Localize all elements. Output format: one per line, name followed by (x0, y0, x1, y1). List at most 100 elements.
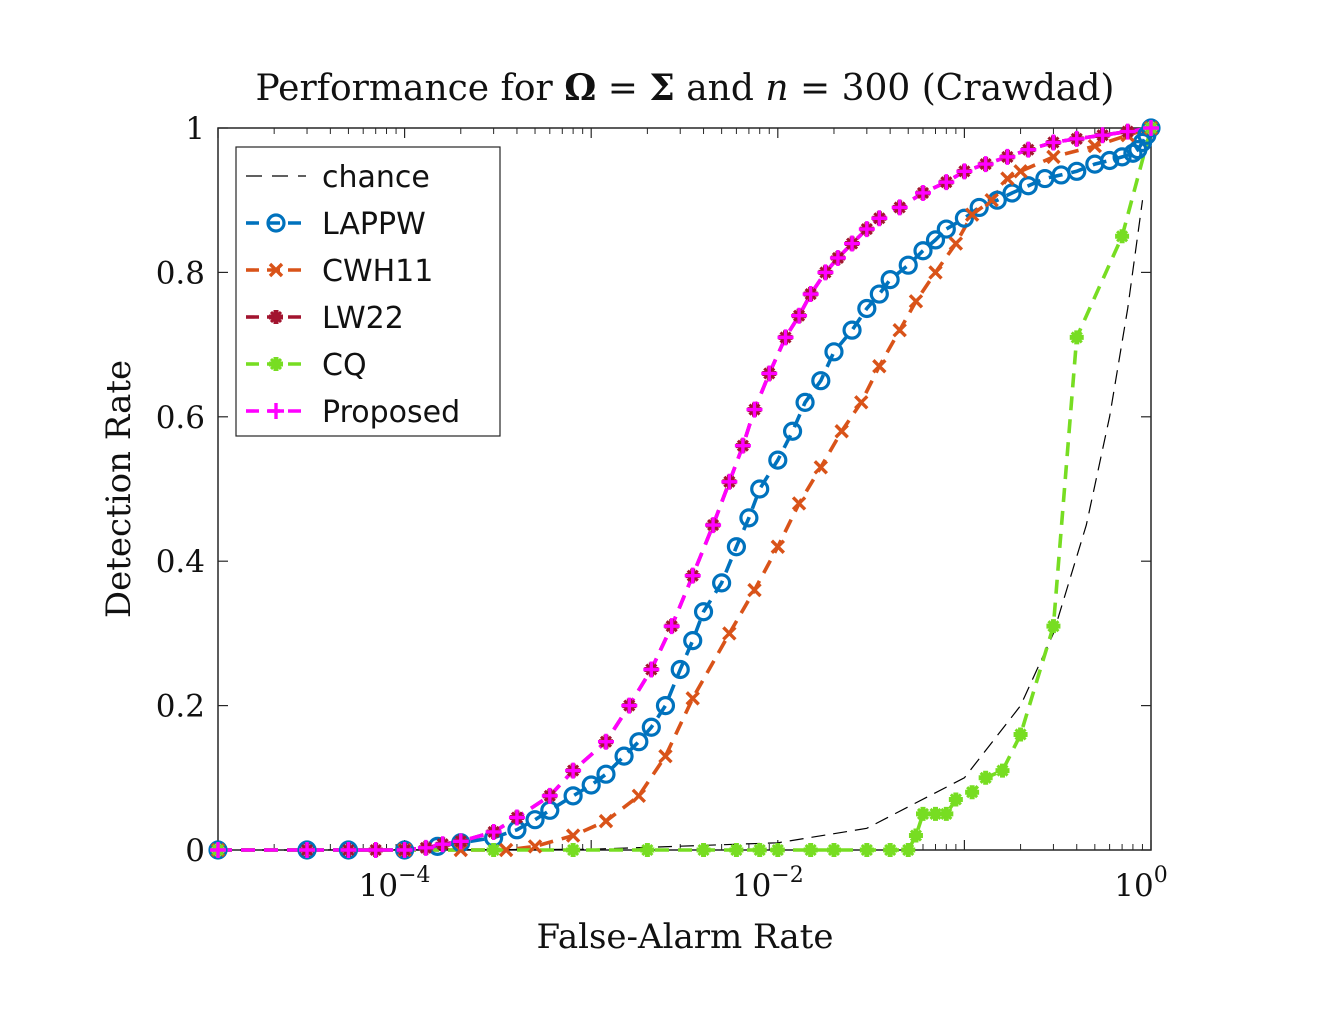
title-sigma: Σ (649, 67, 674, 109)
title-suffix: 300 (Crawdad) (842, 68, 1115, 109)
data-point-lappw (1067, 161, 1087, 181)
data-point-proposed (938, 174, 955, 191)
data-point-cwh11 (598, 813, 614, 829)
data-point-lappw (1100, 150, 1120, 171)
data-point-lappw (880, 270, 900, 290)
legend-entry-cwh11: CWH11 (246, 254, 433, 289)
data-point-proposed (705, 517, 722, 534)
title-equals-1: = (596, 68, 649, 109)
data-point-lappw (824, 342, 844, 362)
data-point-proposed (1143, 120, 1159, 136)
data-point-cq (696, 843, 711, 857)
data-point-cwh11 (1046, 149, 1061, 165)
legend-entry-lappw: LAPPW (246, 207, 426, 242)
data-point-proposed (663, 618, 680, 635)
data-point-cq (901, 843, 916, 857)
data-point-lappw (629, 732, 649, 752)
data-point-cwh11 (658, 748, 673, 764)
data-point-cwh11 (527, 839, 543, 854)
legend-marker (269, 357, 283, 371)
data-point-cwh11 (948, 236, 964, 251)
data-point-proposed (1119, 123, 1136, 140)
data-point-cwh11 (834, 424, 849, 439)
markers-proposed (210, 120, 1159, 858)
data-point-proposed (1045, 134, 1062, 151)
data-point-cwh11 (498, 842, 514, 858)
data-point-proposed (721, 473, 738, 490)
data-point-proposed (844, 235, 861, 252)
title-prefix: Performance for (256, 68, 565, 109)
data-point-proposed (367, 842, 384, 858)
data-point-cwh11 (908, 294, 924, 309)
data-point-proposed (977, 156, 994, 173)
data-point-lappw (782, 421, 803, 441)
data-point-proposed (791, 307, 808, 324)
legend-marker (266, 213, 286, 233)
data-point-cwh11 (1013, 164, 1028, 179)
chart-title: Performance for Ω = Σ and n = 300 (Crawd… (256, 67, 1115, 109)
data-point-cq (770, 843, 785, 857)
legend: chance LAPPW CWH11 LW22 CQ Proposed (235, 146, 501, 437)
data-point-cwh11 (854, 395, 869, 410)
data-point-lappw (614, 746, 634, 766)
data-point-lappw (693, 602, 714, 622)
y-tick-labels: 0 0.2 0.4 0.6 0.8 1 (156, 111, 205, 869)
data-point-lappw (563, 786, 583, 806)
data-point-cwh11 (1000, 171, 1015, 186)
data-point-proposed (761, 365, 778, 382)
data-point-lappw (655, 695, 676, 716)
data-point-proposed (597, 733, 614, 750)
y-tick-label: 0.6 (156, 400, 205, 436)
data-point-proposed (956, 163, 973, 180)
data-point-proposed (396, 842, 413, 858)
data-point-proposed (999, 148, 1016, 165)
data-point-proposed (1094, 127, 1111, 144)
data-point-proposed (340, 842, 357, 858)
data-point-lappw (768, 450, 788, 470)
data-point-cq (1046, 619, 1061, 634)
legend-label: Proposed (322, 395, 460, 430)
legend-entry-cq: CQ (246, 348, 367, 383)
data-point-proposed (684, 567, 701, 584)
legend-label: CQ (322, 348, 367, 383)
data-point-cq (908, 828, 923, 843)
data-point-cq (1069, 330, 1084, 345)
data-point-lappw (712, 573, 732, 593)
legend-box (235, 146, 501, 437)
data-point-proposed (508, 809, 525, 826)
data-point-lappw (750, 479, 770, 499)
data-point-cwh11 (984, 192, 999, 208)
data-point-lappw (641, 717, 661, 737)
series-markers (208, 118, 1161, 860)
data-point-cq (965, 785, 980, 800)
data-point-cq (826, 843, 841, 857)
series-line-lappw (218, 127, 1153, 852)
data-point-lappw (954, 208, 975, 228)
x-tick-label: 100 (1114, 863, 1167, 904)
title-equals-2: = (789, 68, 842, 109)
legend-entry-lw22: LW22 (246, 301, 404, 336)
legend-entry-proposed: Proposed (246, 395, 460, 430)
plot-area (208, 118, 1161, 860)
data-point-proposed (485, 823, 502, 840)
data-point-cwh11 (1087, 138, 1103, 154)
data-point-lappw (857, 298, 877, 319)
data-point-proposed (829, 249, 846, 266)
data-point-cq (883, 843, 898, 857)
legend-entries: chance LAPPW CWH11 LW22 CQ Proposed (246, 160, 460, 430)
data-point-lappw (581, 775, 601, 795)
title-middle: and (675, 68, 766, 109)
y-tick-label: 0.2 (156, 689, 205, 725)
data-point-cq (486, 843, 501, 857)
data-point-lappw (683, 631, 703, 651)
data-point-lappw (869, 284, 889, 304)
x-tick-label: 10−4 (359, 863, 431, 904)
data-point-cq (1013, 727, 1028, 742)
data-point-proposed (1068, 130, 1085, 147)
data-point-proposed (802, 286, 819, 303)
data-point-cwh11 (747, 582, 762, 598)
data-point-proposed (915, 184, 932, 201)
data-point-proposed (621, 697, 638, 714)
data-point-cq (566, 843, 581, 857)
y-tick-label: 1 (185, 111, 205, 147)
